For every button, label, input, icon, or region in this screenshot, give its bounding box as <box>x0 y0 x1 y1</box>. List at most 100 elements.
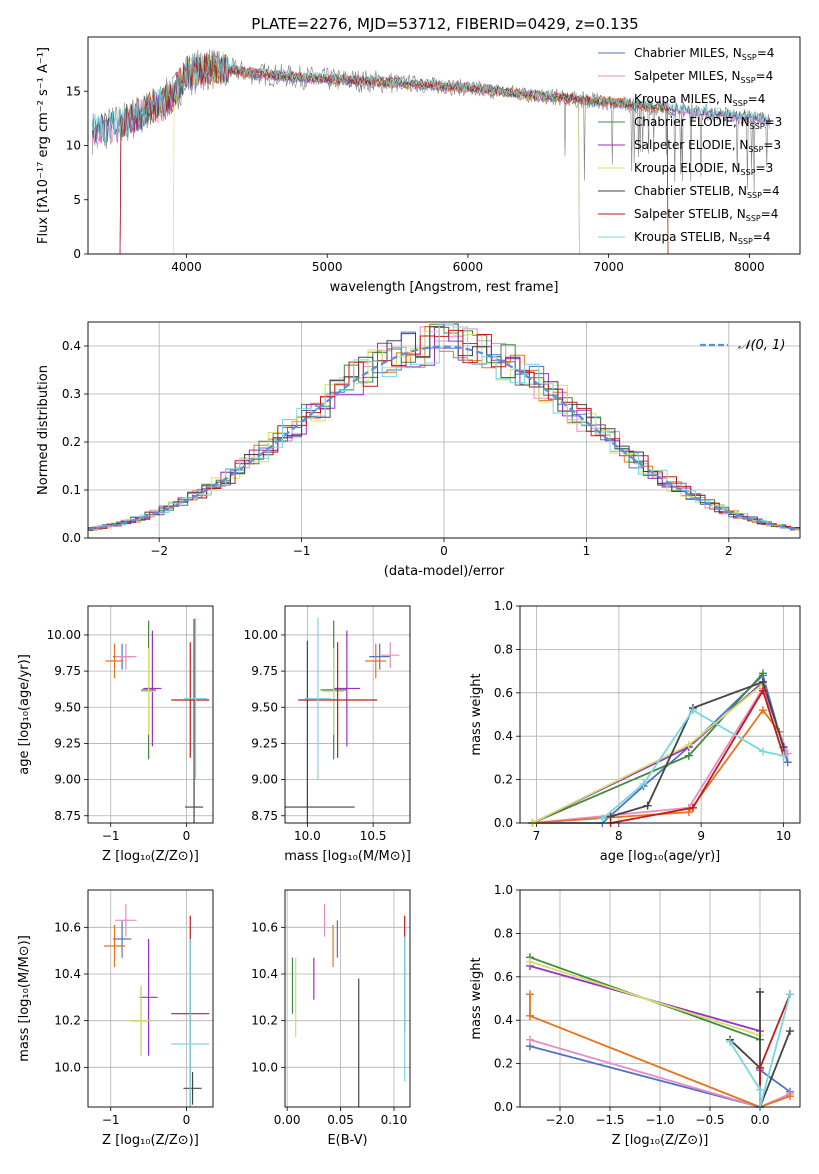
residuals-xtick-label: 2 <box>725 544 733 558</box>
mass-vs-Z-xlabel: Z [log₁₀(Z/Z⊙)] <box>102 1133 199 1148</box>
weight-vs-Z-ytick-label: 0.8 <box>494 926 513 940</box>
spectrum-legend-label: Salpeter ELODIE, NSSP=3 <box>634 138 781 154</box>
age-vs-mass-frame <box>284 605 411 824</box>
weight-vs-age-ytick-label: 0.2 <box>494 773 513 787</box>
weight-vs-Z-ytick-label: 0.0 <box>494 1100 513 1114</box>
weight-vs-Z-ytick-label: 0.2 <box>494 1057 513 1071</box>
spectrum-legend-label: Kroupa STELIB, NSSP=4 <box>634 230 771 246</box>
mass-vs-EBV-xtick-label: 0.10 <box>381 1113 408 1127</box>
residuals-frame <box>87 321 801 539</box>
age-vs-mass-ytick-label: 9.00 <box>251 773 278 787</box>
weight-vs-Z-point-marker <box>756 987 764 996</box>
residuals-legend-label: 𝒩(0, 1) <box>738 338 785 353</box>
age-vs-Z-ytick-label: 9.50 <box>54 700 81 714</box>
age-vs-Z-ytick-label: 9.25 <box>54 736 81 750</box>
weight-vs-Z-point-marker <box>756 1063 764 1072</box>
spectrum-legend-label: Salpeter MILES, NSSP=4 <box>634 69 773 85</box>
residuals-xtick-label: 1 <box>583 544 591 558</box>
weight-vs-age-point-marker <box>639 779 648 788</box>
spectrum-legend-label: Kroupa ELODIE, NSSP=3 <box>634 161 773 177</box>
weight-vs-Z-point-marker <box>786 1092 794 1101</box>
weight-vs-age-ytick-label: 0.0 <box>494 816 513 830</box>
weight-vs-Z-ylabel: mass weight <box>469 957 484 1039</box>
residuals-histogram-step <box>88 326 800 531</box>
weight-vs-age-point-marker <box>783 758 792 767</box>
weight-vs-Z-point-marker <box>726 1037 734 1046</box>
weight-vs-age-xlabel: age [log₁₀(age/yr)] <box>600 849 721 864</box>
spectrum-ytick-label: 5 <box>73 193 81 207</box>
mass-vs-Z-frame <box>87 889 214 1108</box>
weight-vs-Z-xtick-label: −2.0 <box>545 1113 574 1127</box>
residuals-ytick-label: 0.3 <box>62 387 81 401</box>
weight-vs-Z-series-line <box>529 960 761 1037</box>
residuals-xtick-label: 0 <box>440 544 448 558</box>
residuals-ytick-label: 0.2 <box>62 435 81 449</box>
weight-vs-age-xtick-label: 7 <box>533 829 541 843</box>
mass-vs-EBV-xtick-label: 0.00 <box>274 1113 301 1127</box>
age-vs-mass-xlabel: mass [log₁₀(M/M⊙)] <box>284 849 411 864</box>
residuals-ytick-label: 0.0 <box>62 531 81 545</box>
weight-vs-Z-xtick-label: −1.5 <box>595 1113 624 1127</box>
weight-vs-age-point-marker <box>758 677 767 686</box>
mass-vs-Z-xtick-label: 0 <box>183 1113 191 1127</box>
age-vs-mass-xtick-label: 10.0 <box>294 829 321 843</box>
weight-vs-age-ytick-label: 0.8 <box>494 642 513 656</box>
mass-vs-EBV-plot-area <box>291 904 406 1107</box>
residuals-plot-area <box>88 323 800 532</box>
residuals-ytick-label: 0.1 <box>62 483 81 497</box>
mass-vs-Z-axes: −1 0 10.0 10.2 10.4 10.6 <box>54 890 213 1127</box>
weight-vs-age-point-marker <box>779 751 788 760</box>
spectrum-legend-label: Chabrier STELIB, NSSP=4 <box>634 184 780 200</box>
weight-vs-Z-frame <box>519 889 801 1108</box>
mass-vs-EBV-ytick-label: 10.2 <box>251 1014 278 1028</box>
weight-vs-age-plot-area <box>528 669 792 827</box>
weight-vs-age-xtick-label: 10 <box>776 829 791 843</box>
weight-vs-age-series-line <box>610 688 785 824</box>
age-vs-mass-xtick-label: 10.5 <box>360 829 387 843</box>
mass-vs-EBV-ytick-label: 10.0 <box>251 1060 278 1074</box>
weight-vs-Z-ytick-label: 1.0 <box>494 883 513 897</box>
weight-vs-age-frame <box>519 605 801 824</box>
mass-vs-EBV-frame <box>284 889 411 1108</box>
age-vs-mass-ytick-label: 10.00 <box>244 628 278 642</box>
age-vs-mass-ytick-label: 8.75 <box>251 809 278 823</box>
weight-vs-age-series-line <box>532 673 789 824</box>
age-vs-Z-frame <box>87 605 214 824</box>
spectrum-ytick-label: 15 <box>66 84 81 98</box>
weight-vs-Z-xtick-label: 0.0 <box>750 1113 769 1127</box>
weight-vs-Z-xlabel: Z [log₁₀(Z/Z⊙)] <box>612 1133 709 1148</box>
weight-vs-age-series-line <box>532 686 789 824</box>
spectrum-xtick-label: 7000 <box>593 260 624 274</box>
spectrum-frame <box>87 36 801 255</box>
age-vs-mass-ytick-label: 9.50 <box>251 700 278 714</box>
residuals-ylabel: Normed distribution <box>36 365 51 495</box>
weight-vs-Z-point-marker <box>526 1035 534 1044</box>
age-vs-mass-ytick-label: 9.25 <box>251 736 278 750</box>
weight-vs-age-ytick-label: 0.4 <box>494 729 513 743</box>
weight-vs-age-xtick-label: 9 <box>697 829 705 843</box>
weight-vs-Z-xtick-label: −1.0 <box>645 1113 674 1127</box>
mass-vs-EBV-xlabel: E(B-V) <box>327 1133 367 1148</box>
residuals-histogram-step <box>88 329 800 531</box>
mass-vs-Z-ytick-label: 10.6 <box>54 920 81 934</box>
age-vs-mass-ytick-label: 9.75 <box>251 664 278 678</box>
weight-vs-Z-point-marker <box>526 1011 534 1020</box>
age-vs-Z-ytick-label: 8.75 <box>54 809 81 823</box>
weight-vs-age-point-marker <box>758 747 767 756</box>
weight-vs-Z-point-marker <box>756 1085 764 1094</box>
spectrum-model-line <box>91 49 771 143</box>
weight-vs-age-point-marker <box>783 749 792 758</box>
age-vs-mass-plot-area <box>285 617 400 823</box>
weight-vs-age-point-marker <box>643 801 652 810</box>
spectrum-plot-area <box>91 49 771 254</box>
spectrum-xlabel: wavelength [Angstrom, rest frame] <box>330 280 559 295</box>
weight-vs-age-ytick-label: 1.0 <box>494 599 513 613</box>
spectrum-legend-label: Chabrier ELODIE, NSSP=3 <box>634 115 782 131</box>
age-vs-Z-ytick-label: 9.75 <box>54 664 81 678</box>
spectrum-legend-label: Chabrier MILES, NSSP=4 <box>634 46 774 62</box>
mass-vs-Z-plot-area <box>103 904 210 1107</box>
weight-vs-age-point-marker <box>684 751 693 760</box>
spectrum-xtick-label: 5000 <box>312 260 343 274</box>
weight-vs-age-point-marker <box>688 803 697 812</box>
